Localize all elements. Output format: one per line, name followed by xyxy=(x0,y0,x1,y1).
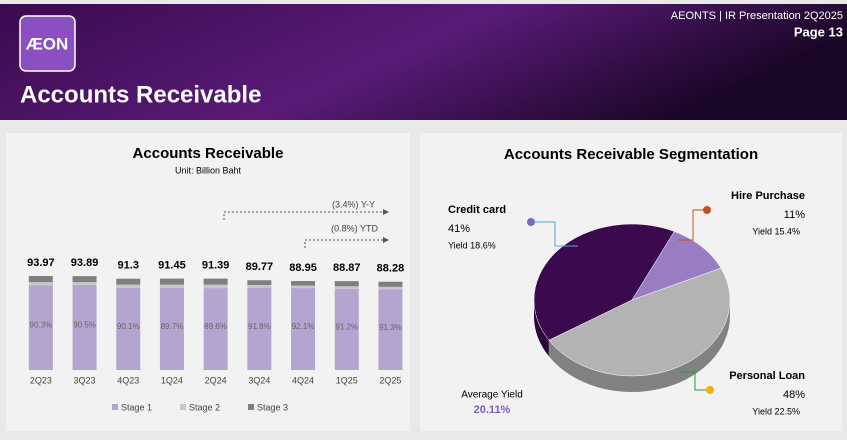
total-label: 88.95 xyxy=(289,262,317,274)
x-tick-label: 3Q24 xyxy=(248,375,270,385)
bar-segment xyxy=(28,282,53,286)
bar-segment xyxy=(378,289,403,370)
total-label: 93.89 xyxy=(71,257,99,269)
data-label: 89.6% xyxy=(204,322,227,331)
total-label: 91.3 xyxy=(118,260,139,272)
x-tick-label: 3Q23 xyxy=(74,375,96,385)
legend-label: Stage 2 xyxy=(189,402,220,412)
data-label: 91.2% xyxy=(335,323,358,332)
bar-segment xyxy=(291,288,316,370)
data-label: 91.8% xyxy=(248,322,271,331)
slice-name: Credit card xyxy=(448,204,506,216)
annotation-arrow xyxy=(223,209,389,220)
slice-value: 11% xyxy=(784,209,805,221)
bar-segment xyxy=(116,278,141,285)
logo: ÆON xyxy=(26,34,69,53)
data-label: 89.7% xyxy=(161,322,184,331)
average-yield-value: 20.11% xyxy=(474,404,511,416)
data-label: 92.1% xyxy=(292,322,315,331)
bar-segment xyxy=(247,287,272,370)
presentation: AEONTS | IR Presentation 2Q2025 xyxy=(671,10,843,22)
x-tick-label: 4Q24 xyxy=(292,375,314,385)
bar-segment xyxy=(378,286,403,290)
bar-segment xyxy=(334,288,359,370)
bar-segment xyxy=(116,287,141,370)
x-tick-label: 1Q25 xyxy=(336,375,358,385)
data-label: 90.1% xyxy=(117,322,140,331)
annotation: (3.4%) Y-Y xyxy=(332,199,375,209)
bar-segment xyxy=(203,284,228,289)
slice-name: Personal Loan xyxy=(729,370,805,382)
bar-segment xyxy=(72,276,97,283)
x-tick-label: 1Q24 xyxy=(161,375,183,385)
logo-box xyxy=(19,15,76,72)
slice-value: 41% xyxy=(448,223,470,235)
leader-dot xyxy=(703,206,711,214)
bar-segment xyxy=(291,281,316,286)
chart-subtitle: Unit: Billion Baht xyxy=(175,165,242,175)
legend-label: Stage 3 xyxy=(257,402,288,412)
slice-name: Hire Purchase xyxy=(731,190,805,202)
leader-dot xyxy=(527,218,535,226)
data-label: 90.3% xyxy=(30,321,53,330)
bar-segment xyxy=(203,278,228,285)
bar-segment xyxy=(72,285,97,370)
legend-swatch xyxy=(248,404,254,410)
legend-swatch xyxy=(112,404,118,410)
total-label: 88.28 xyxy=(377,263,405,275)
total-label: 91.39 xyxy=(202,260,230,272)
slice-yield: Yield 18.6% xyxy=(448,240,496,250)
leader-line xyxy=(678,209,707,241)
slice-yield: Yield 15.4% xyxy=(752,226,800,236)
slice-yield: Yield 22.5% xyxy=(752,406,800,416)
bar-segment xyxy=(334,281,359,287)
total-label: 91.45 xyxy=(158,259,186,271)
x-tick-label: 4Q23 xyxy=(117,375,139,385)
x-tick-label: 2Q24 xyxy=(205,375,227,385)
bar-segment xyxy=(334,286,359,289)
bar-segment xyxy=(247,284,272,288)
bar-segment xyxy=(28,276,53,283)
total-label: 88.87 xyxy=(333,262,361,274)
bar-segment xyxy=(116,284,141,288)
data-label: 91.3% xyxy=(379,323,402,332)
annotation: (0.8%) YTD xyxy=(331,223,378,233)
x-tick-label: 2Q25 xyxy=(379,375,401,385)
total-label: 89.77 xyxy=(246,261,274,273)
bar-segment xyxy=(28,285,53,370)
slice-value: 48% xyxy=(783,389,805,401)
legend-swatch xyxy=(180,404,186,410)
average-yield-label: Average Yield xyxy=(461,390,523,401)
bar-segment xyxy=(159,284,184,288)
bar-segment xyxy=(159,287,184,370)
leader-line xyxy=(531,221,578,247)
bar-segment xyxy=(203,288,228,370)
bar-segment xyxy=(159,278,184,285)
leader-dot xyxy=(706,386,714,394)
slide-title: Accounts Receivable xyxy=(20,81,261,108)
page-number: Page 13 xyxy=(794,24,843,39)
annotation-arrow xyxy=(304,237,389,248)
legend-label: Stage 1 xyxy=(121,402,152,412)
pie-slice xyxy=(548,267,731,377)
pie-slice xyxy=(533,223,675,341)
x-tick-label: 2Q23 xyxy=(30,375,52,385)
bar-segment xyxy=(378,281,403,287)
header-bar xyxy=(0,4,847,120)
bar-segment xyxy=(291,285,316,289)
pie-side xyxy=(534,300,549,357)
pie-side xyxy=(548,300,730,393)
leader-line xyxy=(680,371,710,391)
data-label: 90.5% xyxy=(73,321,96,330)
total-label: 93.97 xyxy=(27,257,55,269)
pie-slice xyxy=(631,231,722,301)
bar-segment xyxy=(247,280,272,285)
chart-title: Accounts Receivable Segmentation xyxy=(504,146,758,163)
chart-title: Accounts Receivable xyxy=(133,145,284,162)
bar-segment xyxy=(72,282,97,286)
